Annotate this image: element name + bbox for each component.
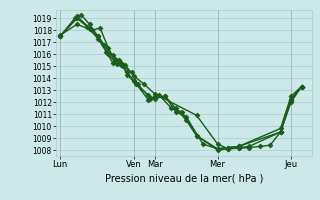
X-axis label: Pression niveau de la mer( hPa ): Pression niveau de la mer( hPa ) — [105, 173, 263, 183]
